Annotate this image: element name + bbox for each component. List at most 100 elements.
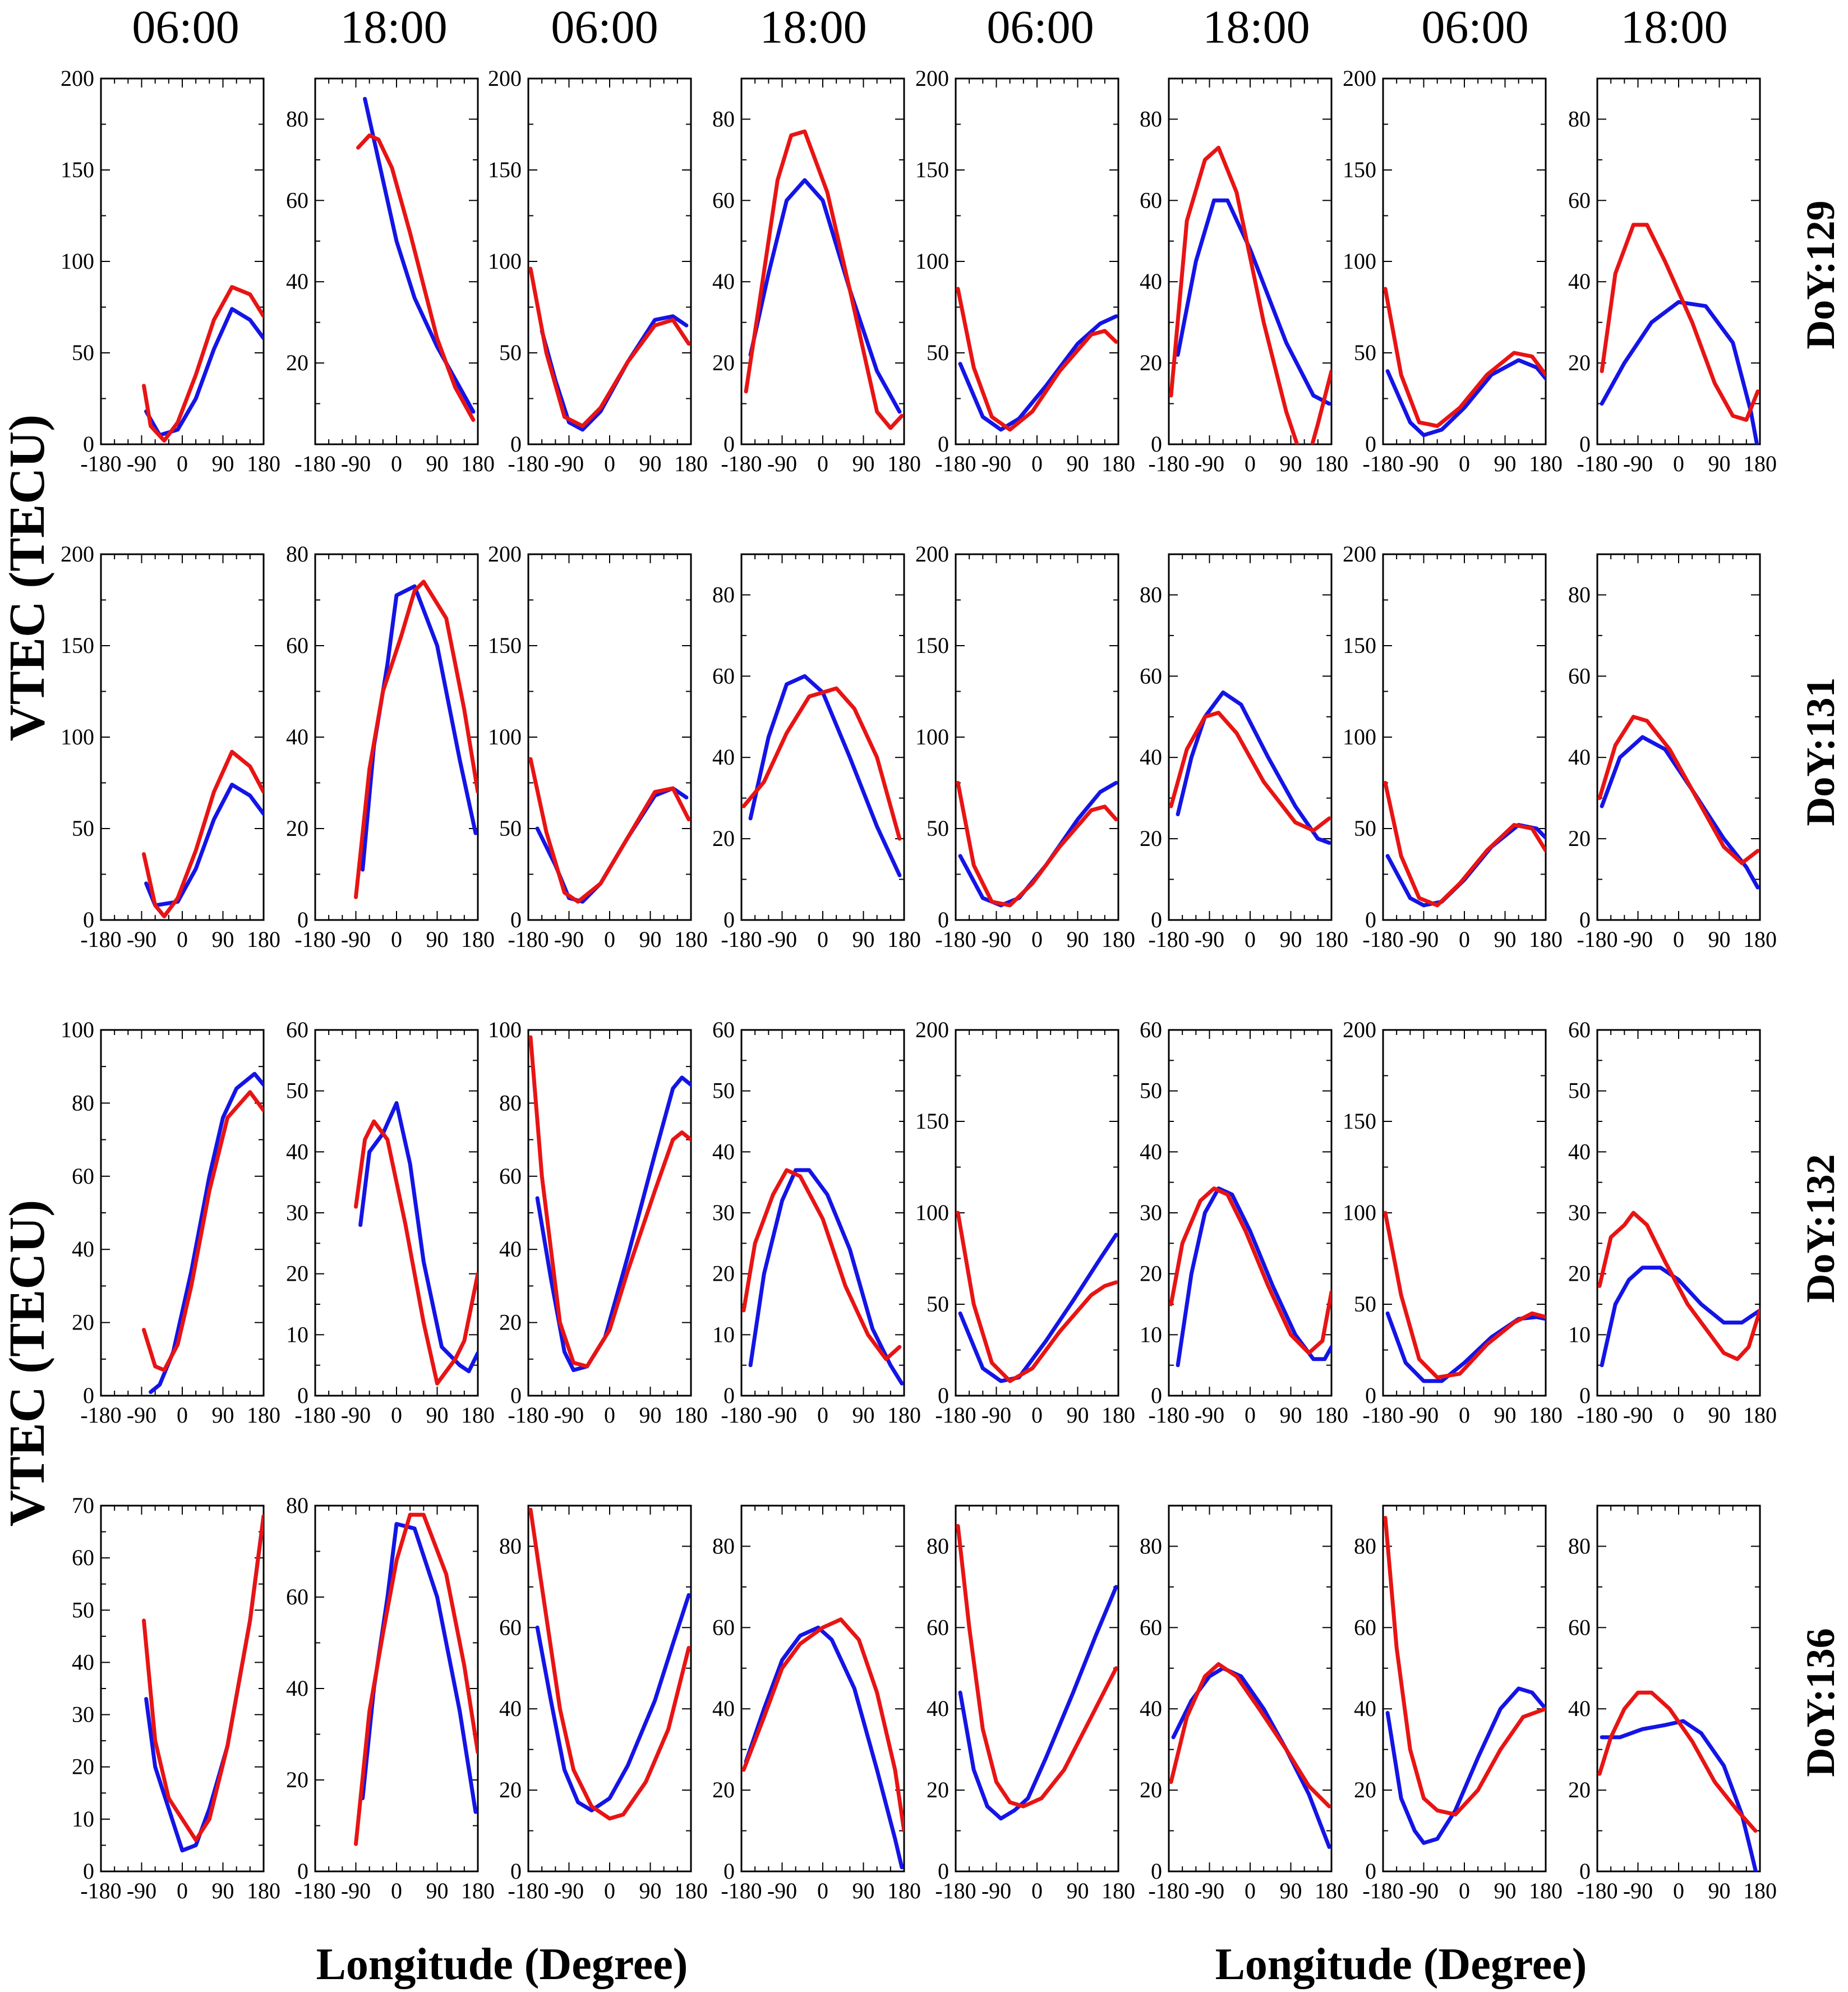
red-series-line [354,1512,478,1846]
y-tick-label: 50 [499,816,522,841]
x-tick-label: 180 [461,451,495,476]
x-tick-label: 0 [391,451,402,476]
y-tick-label: 200 [61,66,94,91]
y-tick-label: 100 [488,249,522,274]
panel-r1-c4: -180 -90 0 90 180 0 20 40 60 80 [712,77,921,476]
y-tick-label: 150 [1343,633,1376,658]
panel-r2-c4: -180 -90 0 90 180 0 20 40 60 80 [712,553,921,952]
row-label-1: DoY:129 [1798,200,1843,349]
panel-r2-c5: -180 -90 0 90 180 0 50 100 150 200 [915,541,1135,952]
x-tick-label: -90 [341,927,371,952]
x-tick-label: 0 [817,451,828,476]
red-series-line [1597,1690,1758,1833]
x-tick-label: -90 [554,927,584,952]
x-tick-label: 180 [1743,1878,1777,1903]
x-tick-label: -90 [341,1878,371,1903]
y-tick-label: 10 [1568,1322,1591,1347]
y-tick-label: 40 [499,1696,522,1721]
x-tick-label: -90 [1409,927,1439,952]
x-tick-label: 90 [639,927,662,952]
red-series-line [1383,781,1546,908]
x-tick-label: -90 [767,451,797,476]
y-tick-label: 0 [1151,907,1162,932]
x-tick-label: 90 [212,927,234,952]
y-tick-label: 0 [510,1383,522,1408]
x-tick-label: -180 [1148,1878,1189,1903]
panel-r1-c6: -180 -90 0 90 180 0 20 40 60 80 [1140,77,1348,476]
y-tick-label: 60 [1568,187,1591,213]
x-tick-label: 90 [1494,1878,1517,1903]
blue-series-line [958,314,1118,432]
y-tick-label: 40 [499,1236,522,1262]
y-tick-label: 0 [1579,907,1591,932]
blue-series-line [748,178,902,414]
y-tick-label: 50 [1568,1078,1591,1103]
red-series-line [1169,145,1331,444]
y-tick-label: 100 [915,249,949,274]
red-series-line [528,1507,691,1821]
blue-series-line [361,584,478,872]
x-tick-label: -90 [767,1402,797,1428]
red-series-line [528,266,691,428]
y-tick-label: 200 [1343,66,1376,91]
y-tick-label: 80 [1140,1533,1162,1558]
blue-series-line [358,1101,478,1373]
x-tick-label: 90 [212,1878,234,1903]
y-tick-label: 20 [499,1777,522,1802]
y-tick-label: 100 [488,1017,522,1042]
x-tick-label: 90 [1494,927,1517,952]
y-tick-label: 20 [712,350,735,375]
y-tick-label: 0 [1579,431,1591,457]
x-tick-label: 90 [1280,927,1302,952]
x-tick-label: -180 [294,1878,335,1903]
y-tick-label: 50 [499,340,522,365]
blue-series-line [535,1593,691,1812]
y-tick-label: 10 [712,1322,735,1347]
panel-frame [955,553,1119,921]
y-tick-label: 20 [286,1261,308,1286]
x-tick-label: 180 [1315,927,1348,952]
x-tick-label: -180 [80,927,121,952]
y-tick-label: 0 [938,431,949,457]
blue-series-line [535,786,689,904]
blue-series-line [958,1585,1118,1821]
x-tick-label: 180 [674,1402,708,1428]
x-tick-label: 0 [817,927,828,952]
y-tick-label: 0 [1365,431,1376,457]
x-tick-label: -90 [554,451,584,476]
red-series-line [1383,287,1546,428]
y-tick-label: 0 [297,907,308,932]
red-series-line [354,1119,478,1386]
y-tick-label: 150 [1343,157,1376,182]
x-tick-label: -180 [508,1402,549,1428]
panel-r4-c8: -180 -90 0 90 180 0 20 40 60 80 [1568,1505,1777,1903]
blue-series-line [1600,735,1760,890]
x-tick-label: 90 [426,1878,449,1903]
x-tick-label: -90 [767,1878,797,1903]
y-axis-label-top: VTEC (TECU) [0,415,55,742]
y-tick-label: 80 [712,1533,735,1558]
column-title-2: 18:00 [340,1,447,53]
x-tick-label: 0 [1031,1402,1043,1428]
x-tick-label: 0 [1673,1402,1684,1428]
x-tick-label: 90 [852,1402,875,1428]
y-tick-label: 200 [915,1017,949,1042]
y-tick-label: 150 [488,633,522,658]
blue-series-line [1176,690,1331,845]
panel-frame [100,553,265,921]
blue-series-line [361,1522,478,1814]
x-tick-label: -90 [127,451,156,476]
y-tick-label: 200 [1343,1017,1376,1042]
y-tick-label: 0 [83,1383,94,1408]
y-tick-label: 20 [72,1310,94,1335]
y-tick-label: 40 [72,1649,94,1674]
blue-series-line [1600,1266,1760,1368]
blue-series-line [144,783,264,908]
y-tick-label: 60 [499,1614,522,1640]
x-tick-label: 0 [177,1402,188,1428]
y-tick-label: 80 [927,1533,949,1558]
y-tick-label: 60 [286,1584,308,1609]
x-tick-label: -90 [1409,451,1439,476]
x-tick-label: 180 [247,1402,280,1428]
red-series-line [354,579,478,899]
